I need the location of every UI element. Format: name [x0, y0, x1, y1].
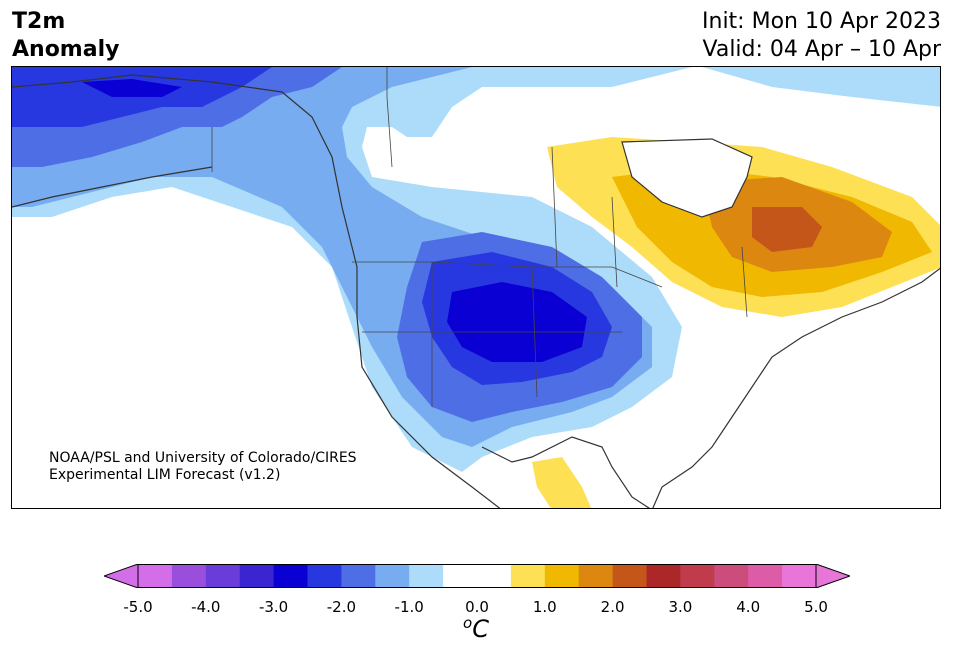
credit-line-1: NOAA/PSL and University of Colorado/CIRE…: [49, 450, 357, 466]
colorbar-frame: [137, 564, 817, 588]
colorbar-swatch: [714, 564, 749, 588]
colorbar-swatch: [239, 564, 275, 588]
colorbar-tick-label: 0.0: [465, 598, 489, 616]
colorbar-swatch: [341, 564, 376, 588]
map-title: T2m Anomaly: [12, 8, 119, 64]
anomaly-contour-cold-5: [447, 282, 587, 362]
colorbar: [104, 564, 850, 588]
coastlines: [12, 74, 940, 508]
colorbar-tick-label: -4.0: [191, 598, 221, 616]
units-label: oC: [463, 614, 489, 643]
colorbar-swatch: [375, 564, 410, 588]
colorbar-swatch: [273, 564, 308, 588]
colorbar-tick-label: 1.0: [532, 598, 557, 616]
units-degree: o: [463, 614, 473, 632]
political-borders: [211, 67, 748, 407]
colorbar-tick-label: -3.0: [258, 598, 289, 616]
colorbar-tick-label: 2.0: [600, 598, 625, 616]
anomaly-map: [11, 66, 941, 509]
anomaly-contour-warm-1b: [532, 457, 592, 508]
colorbar-swatch: [409, 564, 444, 588]
valid-range: Valid: 04 Apr – 10 Apr: [702, 37, 942, 62]
colorbar-tick-label: -1.0: [394, 598, 424, 616]
anomaly-contour-cold-1b: [702, 67, 940, 107]
colorbar-swatch: [307, 564, 342, 588]
credit-line-2: Experimental LIM Forecast (v1.2): [49, 467, 281, 483]
colorbar-swatch: [171, 564, 207, 588]
colorbar-swatch: [544, 564, 580, 588]
title-line-1: T2m: [12, 9, 66, 34]
credit-text: NOAA/PSL and University of Colorado/CIRE…: [49, 450, 357, 484]
colorbar-swatch: [477, 564, 512, 588]
colorbar-tick-label: -5.0: [123, 598, 153, 616]
colorbar-tick-label: 3.0: [668, 598, 693, 616]
colorbar-tick-label: 5.0: [804, 598, 828, 616]
colorbar-swatch: [646, 564, 681, 588]
colorbar-swatch: [612, 564, 647, 588]
colorbar-swatch: [205, 564, 241, 588]
units-symbol: C: [472, 615, 489, 643]
colorbar-swatch: [578, 564, 614, 588]
hudson-bay: [621, 138, 753, 218]
anomaly-contour-warm-4: [752, 207, 822, 252]
colorbar-swatch: [680, 564, 715, 588]
colorbar-under-arrow: [104, 564, 139, 588]
title-line-2: Anomaly: [12, 37, 120, 62]
colorbar-swatch: [748, 564, 783, 588]
forecast-dates: Init: Mon 10 Apr 2023 Valid: 04 Apr – 10…: [702, 8, 941, 64]
map-canvas: [12, 67, 940, 508]
colorbar-swatch: [510, 564, 546, 588]
colorbar-swatch: [443, 564, 478, 588]
anomaly-contour-cold-5b: [82, 79, 182, 97]
colorbar-tick-label: -2.0: [326, 598, 357, 616]
colorbar-swatch: [782, 564, 817, 588]
init-date: Init: Mon 10 Apr 2023: [702, 9, 941, 34]
colorbar-tick-label: 4.0: [736, 598, 761, 616]
colorbar-over-arrow: [815, 564, 850, 588]
colorbar-swatch: [138, 564, 173, 588]
